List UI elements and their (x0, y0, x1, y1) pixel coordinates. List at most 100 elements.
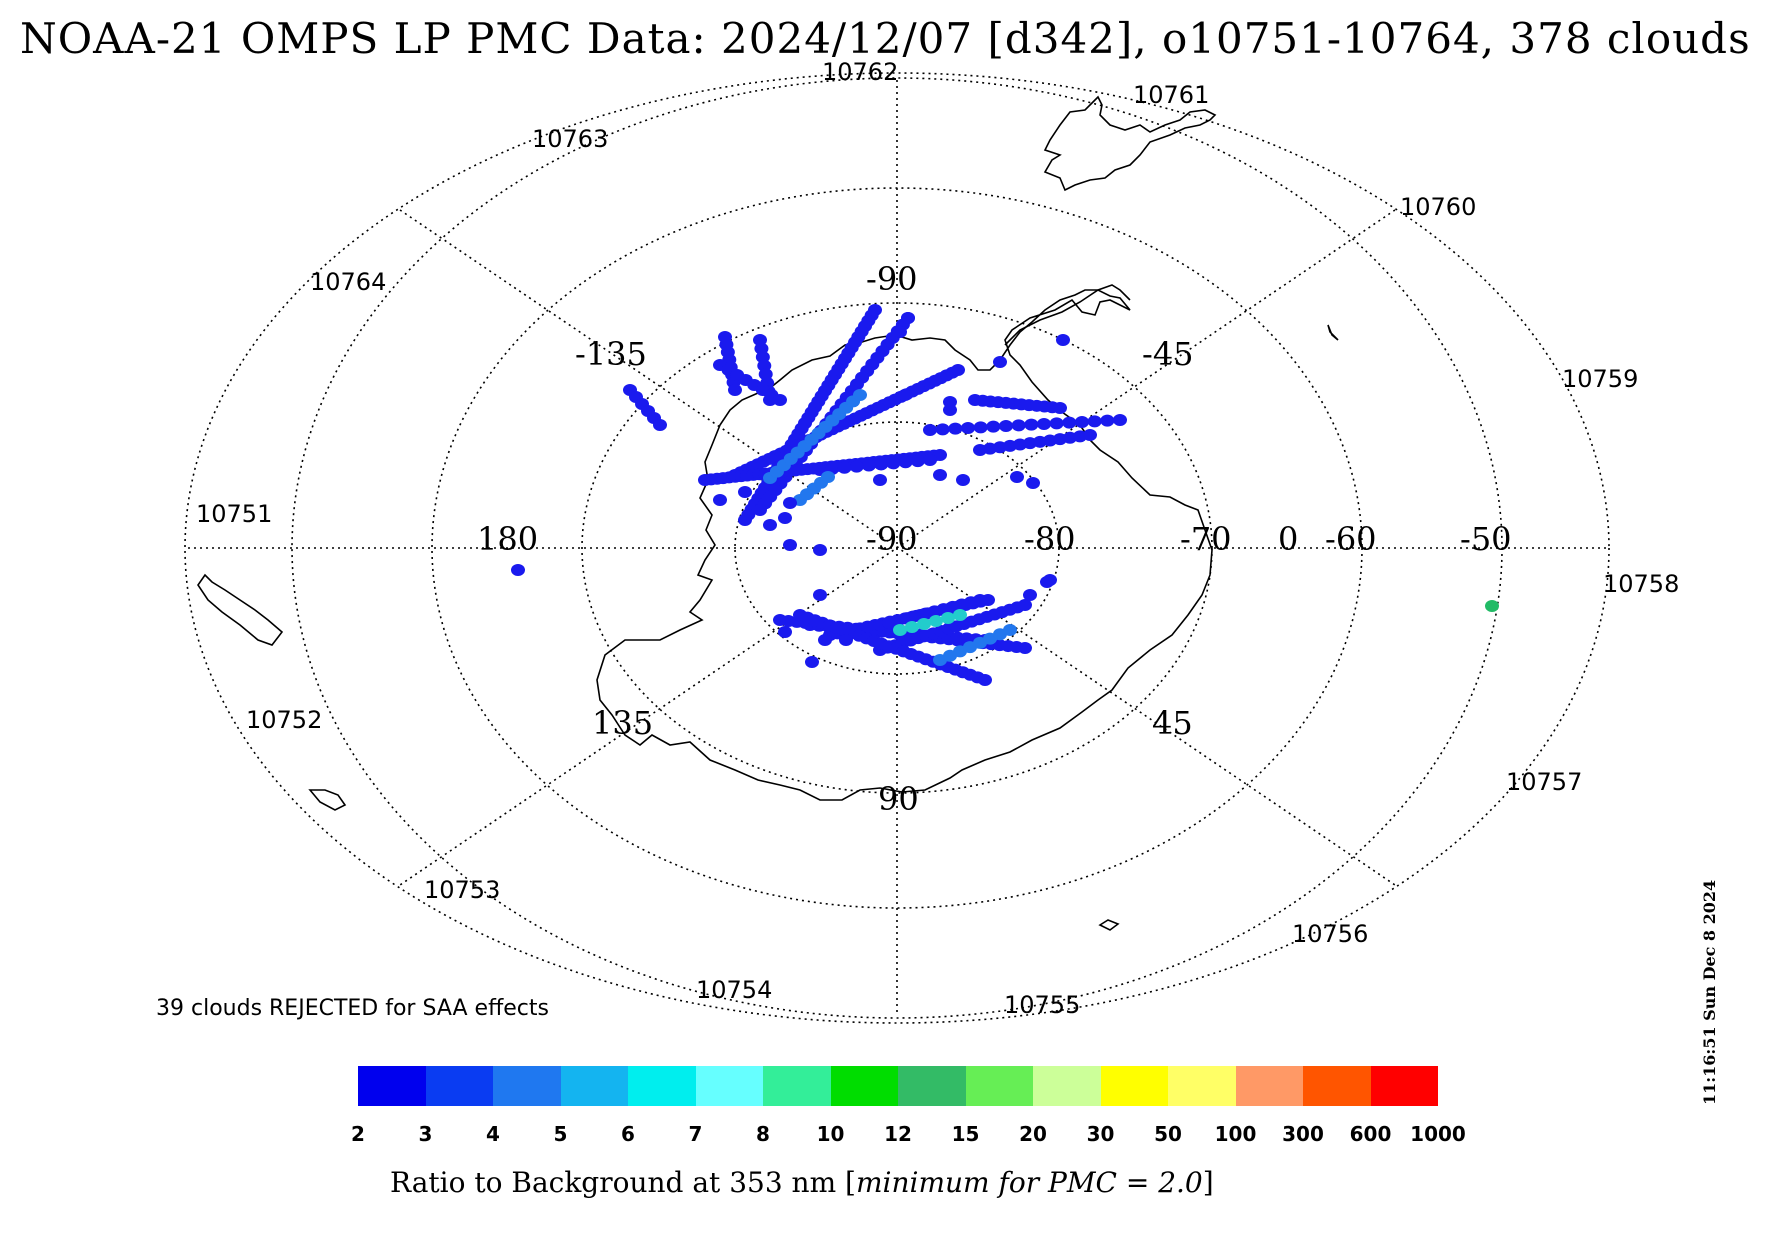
cloud-point (874, 458, 889, 471)
cloud-point (783, 497, 797, 509)
cloud-point (813, 589, 827, 601)
cloud-point (861, 459, 876, 472)
colorbar-tick-label: 30 (1086, 1122, 1115, 1146)
cloud-point (778, 626, 792, 638)
coastlines (197, 95, 1339, 931)
cloud-point (978, 674, 992, 686)
colorbar-tick-label: 600 (1349, 1122, 1392, 1146)
colorbar-swatch (1168, 1066, 1236, 1106)
colorbar-swatch (560, 1066, 628, 1106)
antarctic-peninsula (1004, 284, 1131, 346)
cloud-point (898, 456, 913, 469)
cloud-point (763, 519, 777, 531)
orbit-label-10762: 10762 (822, 58, 898, 86)
new-zealand-south (197, 573, 284, 646)
cloud-point (901, 312, 915, 324)
colorbar-tick-label: 100 (1214, 1122, 1257, 1146)
orbit-label-10754: 10754 (696, 976, 772, 1004)
lon-label-neg135: -135 (575, 335, 647, 373)
colorbar-swatch (493, 1066, 561, 1106)
colorbar-swatch (628, 1066, 696, 1106)
colorbar-tick-label: 10 (816, 1122, 845, 1146)
cloud-point (1040, 576, 1054, 588)
cloud-point (873, 474, 887, 486)
cloud-point (511, 564, 525, 576)
cloud-point (753, 504, 767, 516)
colorbar-swatch (1100, 1066, 1168, 1106)
colorbar (358, 1066, 1438, 1106)
colorbar-tick-label: 8 (756, 1122, 770, 1146)
cloud-point (1010, 471, 1024, 483)
plot-title: NOAA-21 OMPS LP PMC Data: 2024/12/07 [d3… (20, 14, 1751, 63)
lon-label-0: 0 (1278, 520, 1298, 558)
colorbar-swatch (1033, 1066, 1101, 1106)
cloud-point (1053, 402, 1067, 414)
cloud-point (973, 421, 988, 434)
cloud-point (1062, 416, 1077, 429)
cloud-point (783, 539, 797, 551)
lat-label-neg50: -50 (1460, 520, 1512, 558)
cloud-point (956, 474, 970, 486)
colorbar-tick-label: 6 (621, 1122, 635, 1146)
cloud-point (898, 389, 912, 401)
colorbar-swatch (1370, 1066, 1438, 1106)
lat-labels: -90 -80 -70 -60 -50 (866, 520, 1512, 558)
cloud-point (849, 460, 864, 473)
kerguelen (1098, 919, 1120, 931)
colorbar-tick-label: 12 (884, 1122, 912, 1146)
colorbar-swatch (1235, 1066, 1303, 1106)
rejected-note: 39 clouds REJECTED for SAA effects (156, 996, 549, 1021)
orbit-label-10763: 10763 (532, 125, 608, 153)
cloud-point (910, 455, 925, 468)
south-georgia (1327, 324, 1339, 341)
lon-label-45: 45 (1152, 704, 1193, 742)
cloud-point (1049, 417, 1064, 430)
cloud-point (713, 494, 727, 506)
cloud-point (933, 469, 947, 481)
lat-label-neg90: -90 (866, 520, 918, 558)
orbit-label-10760: 10760 (1400, 193, 1476, 221)
cloud-point (917, 618, 931, 630)
cloud-point (999, 420, 1013, 432)
colorbar-ticks: 2 3 4 5 6 7 8 10 12 15 20 30 50 100 300 600 1000 (351, 1122, 1466, 1148)
cloud-point (1023, 589, 1037, 601)
cloud-point (1024, 418, 1039, 431)
orbit-label-10753: 10753 (424, 876, 500, 904)
cloud-point (935, 423, 950, 436)
colorbar-swatch (695, 1066, 763, 1106)
colorbar-label-italic: minimum for PMC = 2.0 (855, 1166, 1203, 1199)
colorbar-tick-label: 3 (418, 1122, 433, 1146)
colorbar-tick-label: 7 (688, 1122, 703, 1146)
cloud-point (905, 621, 919, 633)
new-zealand-island (308, 789, 347, 811)
colorbar-tick-label: 2 (351, 1122, 365, 1146)
cloud-point (948, 422, 963, 435)
colorbar-swatch (763, 1066, 831, 1106)
cloud-point (818, 634, 832, 646)
cloud-point (893, 326, 907, 338)
timestamp: 11:16:51 Sun Dec 8 2024 (1700, 879, 1719, 1105)
lat-label-neg70: -70 (1180, 520, 1232, 558)
meridian-135-45 (399, 209, 1396, 886)
cloud-point (1087, 415, 1102, 428)
colorbar-label-prefix: Ratio to Background at 353 nm [ (390, 1166, 856, 1199)
orbit-label-10752: 10752 (246, 706, 322, 734)
colorbar-tick-label: 50 (1154, 1122, 1182, 1146)
cloud-point (1018, 642, 1032, 654)
orbit-label-10755: 10755 (1004, 991, 1080, 1019)
lon-label-135: 135 (592, 704, 653, 742)
cloud-point (853, 389, 867, 401)
colorbar-tick-label: 4 (486, 1122, 500, 1146)
south-america-tip (1043, 95, 1217, 192)
lon-label-neg90: -90 (866, 260, 918, 298)
cloud-point (1485, 600, 1499, 612)
lat-label-neg80: -80 (1024, 520, 1076, 558)
cloud-point (821, 471, 835, 483)
cloud-point (1100, 414, 1115, 427)
cloud-point (953, 609, 967, 621)
cloud-point (1056, 334, 1070, 346)
orbit-labels: 10762 10761 10763 10760 10764 10759 1075… (196, 58, 1679, 1019)
cloud-point (886, 457, 901, 470)
colorbar-tick-label: 15 (951, 1122, 980, 1146)
lon-labels: -90 -135 -45 180 135 45 90 0 (477, 260, 1298, 818)
